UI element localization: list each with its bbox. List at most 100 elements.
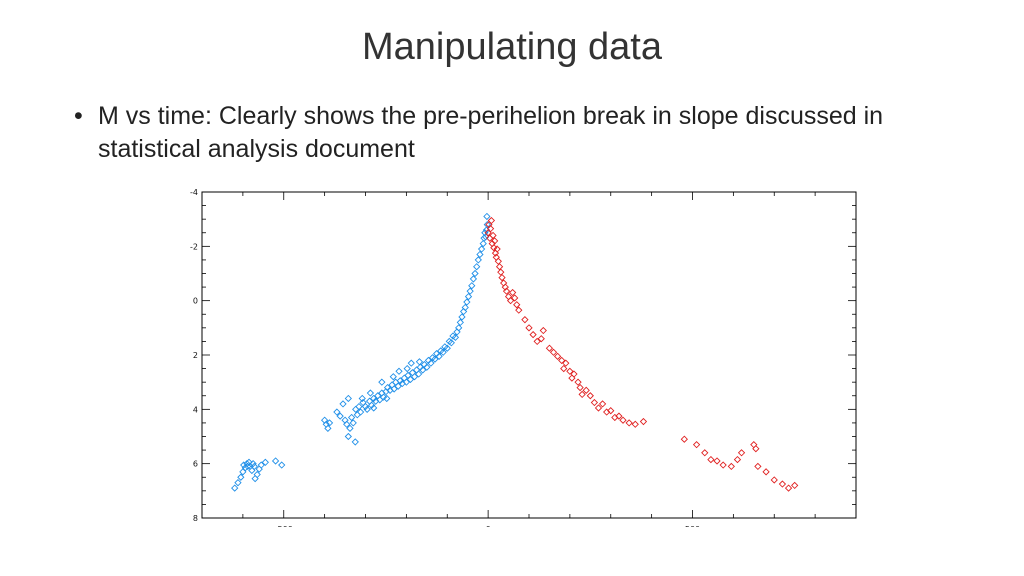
data-point bbox=[511, 294, 519, 302]
data-point bbox=[451, 333, 460, 341]
data-point bbox=[343, 420, 351, 428]
data-point bbox=[474, 256, 482, 264]
data-point bbox=[344, 394, 352, 403]
data-point bbox=[249, 460, 257, 468]
data-point bbox=[568, 374, 576, 382]
data-point bbox=[515, 306, 523, 314]
data-point bbox=[464, 292, 473, 301]
data-point bbox=[355, 402, 363, 411]
data-point bbox=[356, 408, 365, 416]
data-point bbox=[431, 355, 439, 363]
x-axis: -500 0 500 bbox=[242, 192, 816, 527]
data-point bbox=[435, 352, 443, 360]
data-points bbox=[231, 212, 799, 492]
data-point bbox=[325, 419, 334, 427]
x-tick-label: -500 bbox=[275, 525, 293, 527]
bullet-dot: • bbox=[74, 102, 83, 130]
data-point bbox=[339, 400, 347, 408]
data-point bbox=[582, 386, 590, 394]
data-point bbox=[443, 344, 451, 352]
data-point bbox=[370, 404, 378, 412]
y-tick-label: 2 bbox=[193, 351, 198, 360]
data-point bbox=[737, 449, 746, 457]
x-tick-label: 500 bbox=[685, 525, 700, 527]
scatter-chart: -500 0 500 -4 -2 0 2 4 6 8 bbox=[190, 188, 857, 527]
data-point bbox=[463, 298, 471, 306]
slide-title: Manipulating data bbox=[362, 26, 662, 68]
data-point bbox=[750, 441, 758, 449]
data-point bbox=[733, 455, 742, 464]
data-point bbox=[455, 324, 463, 332]
data-point bbox=[570, 370, 578, 378]
data-point bbox=[439, 348, 447, 356]
data-point bbox=[680, 435, 688, 443]
data-point bbox=[529, 330, 537, 339]
data-point bbox=[480, 234, 488, 242]
data-point bbox=[513, 301, 521, 309]
data-point bbox=[406, 375, 415, 384]
data-point bbox=[498, 273, 506, 282]
data-point bbox=[707, 455, 715, 464]
data-point bbox=[378, 378, 386, 386]
data-point bbox=[493, 245, 501, 253]
data-point bbox=[469, 275, 478, 283]
data-point bbox=[619, 416, 627, 424]
data-point bbox=[402, 378, 411, 386]
data-point bbox=[468, 282, 476, 290]
y-tick-label: 4 bbox=[193, 405, 198, 414]
data-point bbox=[574, 378, 582, 386]
y-tick-label: 8 bbox=[193, 514, 198, 523]
data-point bbox=[346, 424, 354, 432]
data-point bbox=[333, 408, 341, 416]
x-tick-label: 0 bbox=[486, 525, 491, 527]
data-point bbox=[353, 411, 361, 419]
data-point bbox=[598, 400, 607, 408]
y-tick-label: -2 bbox=[190, 242, 198, 251]
data-point bbox=[479, 239, 487, 248]
data-point bbox=[415, 358, 424, 366]
data-point bbox=[261, 458, 269, 466]
data-point bbox=[491, 237, 499, 245]
data-point bbox=[361, 402, 370, 411]
y-axis: -4 -2 0 2 4 6 8 bbox=[190, 188, 856, 523]
data-point bbox=[358, 394, 366, 403]
series-pre-perihelion bbox=[231, 212, 491, 492]
data-point bbox=[394, 382, 402, 390]
data-point bbox=[481, 229, 489, 237]
data-point bbox=[234, 479, 242, 487]
data-point bbox=[754, 462, 762, 471]
data-point bbox=[537, 335, 545, 343]
data-point bbox=[363, 405, 371, 413]
data-point bbox=[245, 458, 253, 466]
data-point bbox=[324, 424, 332, 432]
data-point bbox=[539, 326, 547, 335]
data-point bbox=[366, 389, 375, 397]
data-point bbox=[477, 245, 486, 253]
y-tick-label: -4 bbox=[190, 188, 198, 197]
data-point bbox=[419, 366, 427, 374]
data-point bbox=[447, 339, 455, 347]
data-point bbox=[487, 216, 496, 225]
data-point bbox=[506, 297, 515, 305]
data-point bbox=[752, 445, 760, 453]
data-point bbox=[594, 404, 603, 412]
data-point bbox=[349, 419, 357, 427]
data-point bbox=[778, 480, 787, 488]
data-point bbox=[545, 344, 554, 352]
data-point bbox=[344, 432, 352, 441]
data-point bbox=[370, 394, 378, 403]
data-point bbox=[615, 412, 623, 420]
data-point bbox=[521, 316, 529, 324]
data-point bbox=[578, 390, 586, 399]
data-point bbox=[253, 470, 261, 479]
data-point bbox=[566, 367, 574, 375]
data-point bbox=[631, 420, 639, 428]
data-point bbox=[403, 364, 411, 373]
data-point bbox=[407, 359, 415, 367]
data-point bbox=[458, 313, 466, 321]
data-point bbox=[692, 441, 701, 449]
data-point bbox=[351, 438, 359, 446]
data-point bbox=[383, 394, 391, 403]
data-point bbox=[501, 283, 509, 291]
data-point bbox=[336, 412, 344, 420]
